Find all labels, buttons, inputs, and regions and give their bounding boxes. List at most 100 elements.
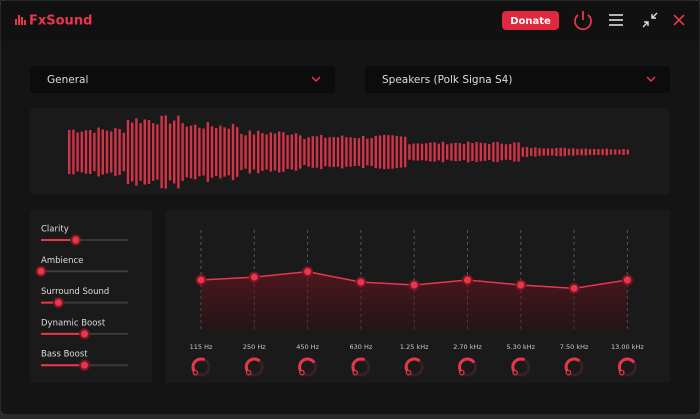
eq-point[interactable] [621, 274, 633, 286]
waveform-bar [114, 128, 117, 176]
waveform-bar [126, 120, 130, 184]
waveform-bar [160, 115, 163, 189]
minimize-button[interactable] [642, 12, 658, 28]
preset-dropdown[interactable] [30, 66, 335, 93]
preset-label: General [47, 74, 88, 86]
waveform-bar [593, 148, 596, 156]
slider-knob[interactable] [79, 359, 90, 371]
knob-arc[interactable] [458, 357, 476, 374]
knob-dot [512, 369, 518, 376]
waveform-bar [278, 131, 281, 173]
knob-arc[interactable] [617, 357, 636, 374]
waveform-bar [257, 130, 260, 174]
waveform-bar [509, 143, 512, 161]
waveform-bar [72, 129, 75, 175]
waveform-bar [538, 148, 541, 156]
waveform-bar [404, 136, 407, 168]
waveform-bar [273, 133, 277, 171]
waveform-bar [168, 123, 172, 181]
equalizer: 115 Hz 250 Hz 450 Hz 630 Hz 1.25 kHz 2.70 kHz… [190, 230, 644, 377]
waveform-bar [534, 147, 537, 157]
effect-label: Bass Boost [41, 350, 88, 360]
eq-point[interactable] [408, 279, 420, 291]
eq-point[interactable] [302, 266, 314, 278]
slider-knob[interactable] [52, 297, 64, 309]
waveform-bar [446, 144, 449, 160]
waveform-bar [525, 147, 529, 157]
eq-point[interactable] [195, 274, 207, 286]
knob-dot [405, 369, 412, 376]
waveform-bar [156, 124, 159, 180]
donate-button[interactable] [502, 11, 559, 30]
waveform-bar [118, 128, 121, 176]
waveform-bar [311, 136, 314, 168]
knob-dot [299, 369, 305, 376]
knob-dot [565, 369, 572, 376]
waveform-bar [315, 136, 319, 168]
waveform-bar [626, 149, 629, 155]
waveform-bar [328, 137, 331, 167]
device-dropdown[interactable] [365, 66, 670, 93]
waveform-bar [374, 135, 377, 169]
waveform-bar [399, 136, 403, 168]
waveform-bar [147, 120, 151, 184]
waveform-bar [475, 141, 478, 163]
dropdown-arrow [311, 76, 321, 83]
waveform-bar [349, 137, 352, 167]
eq-freq-label: 115 Hz [190, 343, 213, 351]
close-button[interactable] [673, 14, 685, 26]
waveform-bar [93, 132, 96, 172]
waveform-bar [139, 123, 142, 181]
dropdown-arrow [646, 76, 656, 83]
waveform-bar [488, 144, 491, 160]
waveform-bar [471, 143, 474, 161]
waveform-bar [542, 148, 545, 156]
waveform-bar [68, 130, 71, 174]
waveform-bar [341, 135, 344, 169]
waveform-bar [441, 141, 445, 163]
waveform-bar [210, 126, 214, 178]
waveform-bar [362, 135, 365, 169]
waveform-bar [454, 142, 457, 162]
waveform-bar [412, 143, 415, 161]
slider-knob[interactable] [79, 328, 90, 340]
eq-freq-label: 450 Hz [296, 343, 319, 351]
waveform-bar [299, 135, 302, 169]
eq-freq-label: 250 Hz [243, 343, 266, 351]
waveform-bar [383, 134, 386, 170]
slider-knob[interactable] [70, 234, 82, 246]
waveform-bar [513, 142, 516, 162]
waveform-bar [76, 132, 79, 172]
knob-arc[interactable] [298, 357, 316, 374]
menu-button[interactable] [609, 14, 623, 26]
waveform-bar [219, 125, 222, 179]
waveform-bar [198, 127, 201, 177]
waveform-bar [185, 126, 188, 178]
waveform-bar [307, 137, 310, 167]
waveform-bar [324, 137, 327, 167]
eq-point[interactable] [355, 276, 367, 288]
waveform-bar [105, 130, 109, 174]
waveform-bar [227, 128, 230, 176]
power-button[interactable] [574, 11, 592, 31]
eq-point[interactable] [248, 271, 260, 283]
waveform-bar [458, 143, 461, 161]
waveform-bar [504, 144, 508, 160]
eq-point[interactable] [462, 274, 473, 286]
slider-knob[interactable] [35, 265, 47, 277]
waveform-bar [353, 138, 356, 166]
waveform-bar [437, 143, 440, 161]
waveform-bar [252, 134, 256, 170]
waveform-bar [164, 115, 167, 189]
eq-point[interactable] [568, 282, 580, 294]
waveform-bar [462, 144, 466, 160]
effects-panel [30, 210, 152, 383]
waveform-bar [84, 130, 88, 174]
waveform-bar [521, 147, 524, 157]
eq-point[interactable] [515, 279, 527, 291]
waveform-bar [152, 123, 155, 181]
waveform-bar [467, 141, 470, 163]
waveform-bar [614, 149, 617, 155]
waveform-bar [265, 134, 268, 170]
knob-dot [352, 369, 359, 376]
